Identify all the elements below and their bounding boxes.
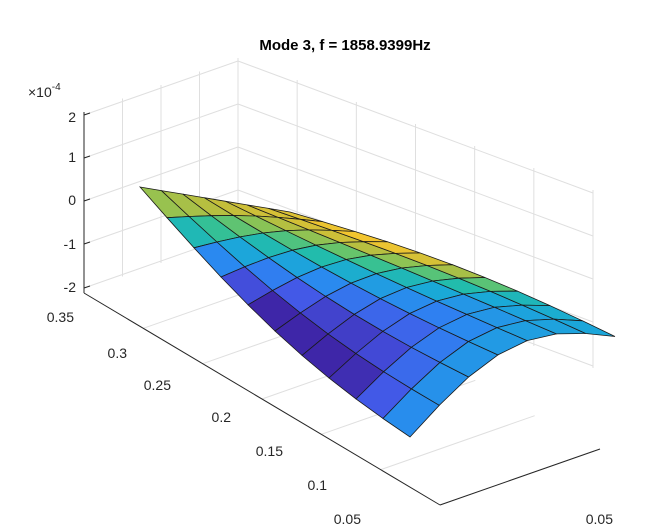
y-tick-label: 0.25 <box>144 377 171 393</box>
chart-title: Mode 3, f = 1858.9399Hz <box>259 37 430 54</box>
y-axis-line <box>83 292 441 506</box>
y-tick-label: 0.3 <box>108 345 128 361</box>
x-tick-labels: 0.05 <box>586 511 613 527</box>
grid-line <box>380 415 535 471</box>
z-tick-mark <box>83 285 91 289</box>
y-tick-label: 0.15 <box>256 443 283 459</box>
z-tick-mark <box>83 198 91 202</box>
z-exponent-power: -4 <box>52 82 61 93</box>
z-tick-label: 1 <box>68 149 76 165</box>
y-tick-label: 0.2 <box>212 409 232 425</box>
z-tick-mark <box>83 241 91 245</box>
x-axis-line <box>439 448 601 506</box>
y-tick-labels: 0.35 0.3 0.25 0.2 0.15 0.1 0.05 <box>47 309 361 527</box>
z-tick-label: -2 <box>64 279 77 295</box>
z-tick-mark <box>83 155 91 159</box>
z-exponent-base: ×10 <box>28 84 52 100</box>
z-tick-label: -1 <box>64 236 77 252</box>
z-tick-mark <box>83 112 91 116</box>
y-tick-label: 0.1 <box>308 477 328 493</box>
z-tick-label: 2 <box>68 109 76 125</box>
surface-patch <box>553 318 616 337</box>
surface-layer <box>138 186 616 438</box>
z-exponent-label: ×10-4 <box>28 82 61 100</box>
y-tick-label: 0.05 <box>334 511 361 527</box>
axis-layer <box>83 112 601 506</box>
z-tick-labels: 2 1 0 -1 -2 <box>64 109 77 295</box>
z-tick-label: 0 <box>68 192 76 208</box>
y-tick-label: 0.35 <box>47 309 74 325</box>
x-tick-label: 0.05 <box>586 511 613 527</box>
